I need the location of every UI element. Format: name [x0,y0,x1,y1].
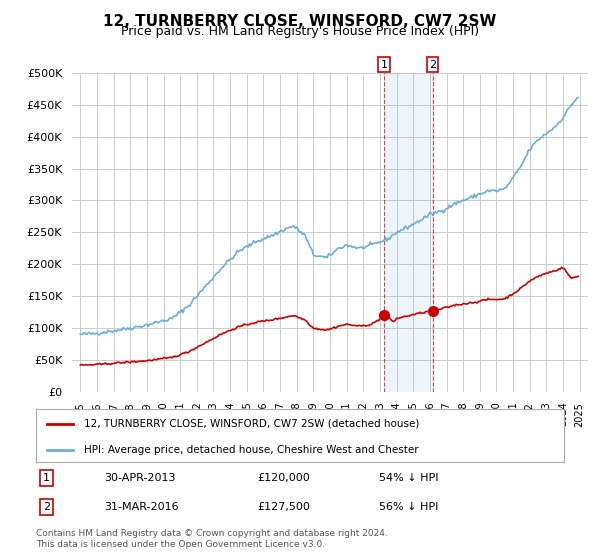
Text: Price paid vs. HM Land Registry's House Price Index (HPI): Price paid vs. HM Land Registry's House … [121,25,479,38]
Text: 2: 2 [429,59,436,69]
Text: 30-APR-2013: 30-APR-2013 [104,473,176,483]
Text: £127,500: £127,500 [258,502,311,512]
Text: 1: 1 [43,473,50,483]
Text: £120,000: £120,000 [258,473,311,483]
Text: 54% ↓ HPI: 54% ↓ HPI [379,473,439,483]
Text: 2: 2 [43,502,50,512]
Bar [384,73,433,392]
Text: HPI: Average price, detached house, Cheshire West and Chester: HPI: Average price, detached house, Ches… [83,445,418,455]
Text: Contains HM Land Registry data © Crown copyright and database right 2024.
This d: Contains HM Land Registry data © Crown c… [36,529,388,549]
Text: 1: 1 [380,59,388,69]
Text: 56% ↓ HPI: 56% ↓ HPI [379,502,439,512]
Text: 12, TURNBERRY CLOSE, WINSFORD, CW7 2SW: 12, TURNBERRY CLOSE, WINSFORD, CW7 2SW [103,14,497,29]
Text: 31-MAR-2016: 31-MAR-2016 [104,502,179,512]
Text: 12, TURNBERRY CLOSE, WINSFORD, CW7 2SW (detached house): 12, TURNBERRY CLOSE, WINSFORD, CW7 2SW (… [83,419,419,429]
